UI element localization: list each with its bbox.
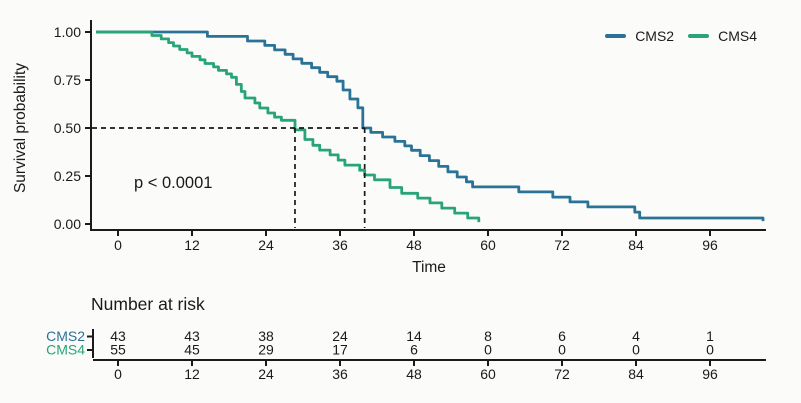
y-axis-title: Survival probability: [12, 62, 29, 194]
risk-count: 0: [706, 342, 714, 358]
risk-axis-label: 48: [406, 366, 422, 382]
x-tick-label: 96: [702, 237, 718, 253]
risk-row-label-cms4: CMS4: [46, 342, 85, 358]
risk-axis-label: 24: [258, 366, 274, 382]
risk-axis-label: 36: [332, 366, 348, 382]
risk-count: 0: [558, 342, 566, 358]
risk-count: 45: [184, 342, 200, 358]
risk-count: 55: [110, 342, 126, 358]
risk-row-label-cms2: CMS2: [46, 328, 85, 344]
x-tick-label: 84: [628, 237, 644, 253]
risk-count: 6: [410, 342, 418, 358]
y-tick-label: 0.75: [54, 72, 81, 88]
risk-axis-label: 12: [184, 366, 200, 382]
legend-key-line: [688, 34, 710, 38]
legend-item-cms2: CMS2: [605, 28, 674, 44]
survival-curve-cms2: [96, 30, 765, 222]
risk-axis-label: 0: [114, 366, 122, 382]
x-tick-label: 36: [332, 237, 348, 253]
legend-label: CMS2: [635, 28, 675, 44]
risk-axis-label: 72: [554, 366, 570, 382]
risk-count: 1: [706, 328, 714, 344]
risk-axis-label: 96: [702, 366, 718, 382]
risk-count: 17: [332, 342, 348, 358]
legend-label: CMS4: [718, 28, 757, 44]
legend: CMS2 CMS4: [605, 28, 757, 44]
risk-axis-label: 84: [628, 366, 644, 382]
y-tick-label: 0.00: [54, 216, 81, 232]
risk-count: 14: [406, 328, 422, 344]
y-tick-label: 0.25: [54, 168, 81, 184]
legend-item-cms4: CMS4: [688, 28, 757, 44]
y-tick-label: 0.50: [54, 120, 81, 136]
risk-axis-label: 60: [480, 366, 496, 382]
risk-count: 4: [632, 328, 640, 344]
risk-count: 8: [484, 328, 492, 344]
risk-count: 0: [484, 342, 492, 358]
risk-count: 24: [332, 328, 348, 344]
survival-curve-cms4: [96, 30, 481, 223]
p-value-label: p < 0.0001: [134, 174, 213, 192]
x-tick-label: 24: [258, 237, 274, 253]
risk-count: 38: [258, 328, 274, 344]
x-tick-label: 48: [406, 237, 422, 253]
risk-count: 43: [110, 328, 126, 344]
risk-table-title: Number at risk: [91, 294, 205, 314]
x-axis-title: Time: [412, 259, 446, 276]
y-tick-label: 1.00: [54, 24, 81, 40]
x-tick-label: 12: [184, 237, 200, 253]
x-tick-label: 0: [114, 237, 122, 253]
legend-key-line: [605, 34, 627, 38]
risk-count: 6: [558, 328, 566, 344]
risk-count: 29: [258, 342, 274, 358]
risk-count: 43: [184, 328, 200, 344]
x-tick-label: 72: [554, 237, 570, 253]
risk-count: 0: [632, 342, 640, 358]
x-tick-label: 60: [480, 237, 496, 253]
